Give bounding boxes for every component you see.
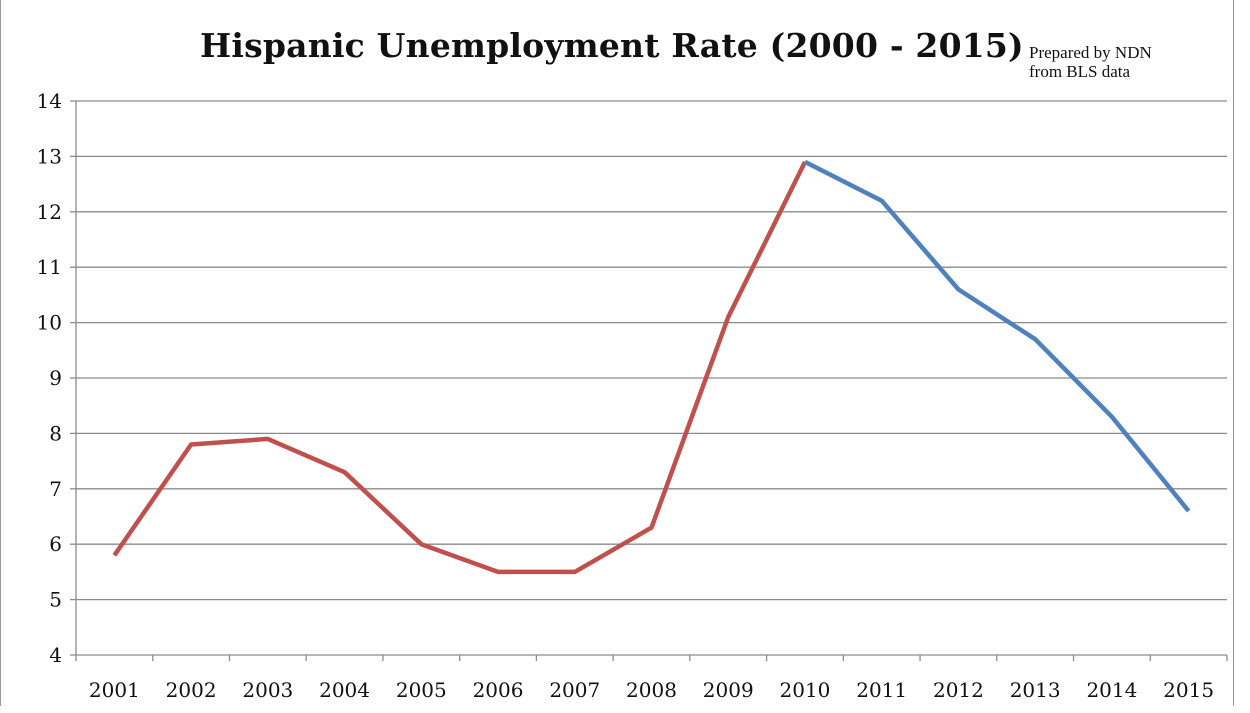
y-tick-label: 5 [49,588,62,612]
series-line-2 [803,159,1191,513]
x-tick-label: 2001 [89,678,140,702]
x-tick-labels: 2001 2002 2003 2004 2005 2006 2007 2008 2009 2010… [89,678,1214,702]
y-tick-label: 7 [49,477,62,501]
x-tick-label: 2014 [1086,678,1137,702]
series-line-1 [112,160,808,575]
x-tick-label: 2009 [703,678,754,702]
y-tick-label: 10 [37,311,62,335]
x-tick-label: 2011 [856,678,907,702]
x-tick-label: 2005 [396,678,447,702]
x-tick-label: 2012 [933,678,984,702]
x-tick-label: 2003 [242,678,293,702]
x-tick-label: 2008 [626,678,677,702]
x-tick-label: 2004 [319,678,370,702]
x-tick-label: 2002 [166,678,217,702]
y-tick-label: 9 [49,366,62,390]
x-tick-label: 2013 [1010,678,1061,702]
x-tick-label: 2007 [549,678,600,702]
source-note-line-2: from BLS data [1029,62,1131,81]
y-tick-label: 4 [49,643,62,667]
gridlines [76,100,1227,601]
x-tick-label: 2015 [1163,678,1214,702]
series-lines [112,159,1191,575]
chart-title: Hispanic Unemployment Rate (2000 - 2015) [200,26,1024,65]
source-note-line-1: Prepared by NDN [1029,43,1152,62]
y-tick-label: 14 [37,89,62,113]
y-tick-label: 11 [37,255,62,279]
axes [70,100,1228,661]
source-note: Prepared by NDN from BLS data [1029,43,1152,81]
y-tick-label: 6 [49,532,62,556]
y-tick-label: 12 [37,200,62,224]
x-tick-label: 2010 [780,678,831,702]
chart-frame [0,0,1234,706]
x-tick-label: 2006 [473,678,524,702]
y-tick-label: 13 [37,144,62,168]
y-tick-labels: 4 5 6 7 8 9 10 11 12 13 14 [37,89,62,667]
y-tick-label: 8 [49,421,62,445]
